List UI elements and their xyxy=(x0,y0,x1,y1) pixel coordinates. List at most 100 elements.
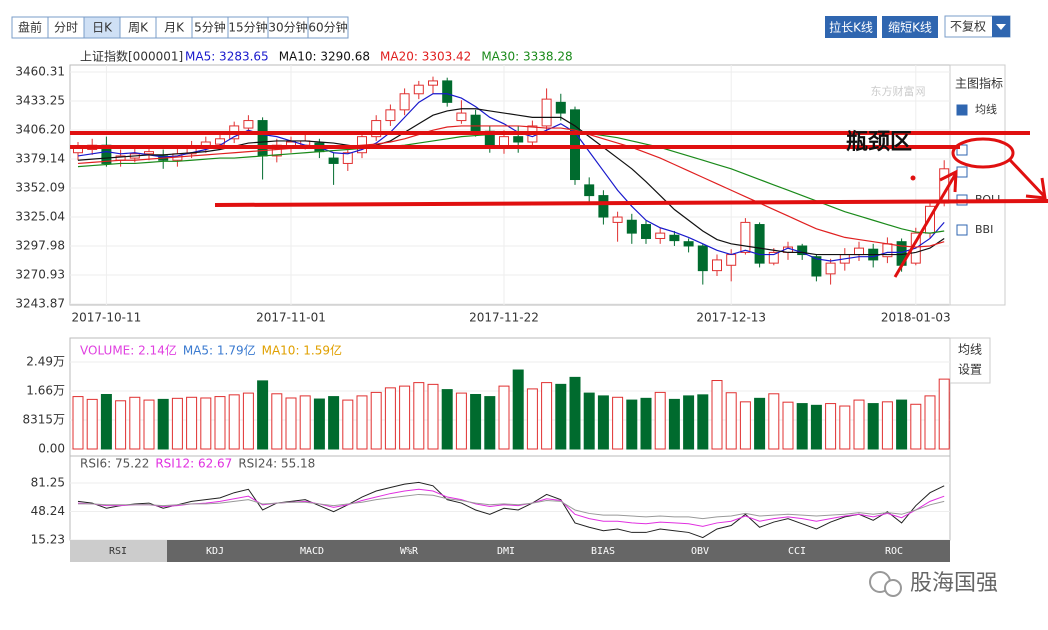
candle-body xyxy=(399,93,410,111)
candle-body xyxy=(342,152,353,164)
volume-bar xyxy=(171,397,183,450)
candle-body xyxy=(555,101,566,114)
volume-bar xyxy=(754,397,766,450)
legend-entry: MA30: 3338.28 xyxy=(481,50,572,64)
volume-side xyxy=(949,337,991,384)
tab-label[interactable]: 60分钟 xyxy=(308,20,347,35)
indicator-tab[interactable]: BIAS xyxy=(591,546,615,557)
volume-bar xyxy=(782,401,794,450)
volume-bar xyxy=(725,392,737,450)
volume-bar xyxy=(938,378,950,450)
candle-body xyxy=(456,112,467,122)
drawn-dot xyxy=(910,175,916,181)
tab-label[interactable]: 分时 xyxy=(54,21,78,35)
chart-title: 上证指数[000001] xyxy=(80,49,183,64)
legend-entry: MA10: 1.59亿 xyxy=(262,343,342,358)
volume-bar xyxy=(86,398,98,450)
y-tick-label: 15.23 xyxy=(31,533,65,547)
option-label[interactable]: BBI xyxy=(975,223,993,236)
tab[interactable] xyxy=(307,16,349,39)
checkbox[interactable] xyxy=(956,166,968,178)
volume-bar xyxy=(100,393,112,450)
dropdown-arrow xyxy=(996,24,1006,30)
option-label[interactable]: 均线 xyxy=(975,102,997,116)
y-tick-label: 3297.98 xyxy=(15,239,65,253)
tab-label[interactable]: 日K xyxy=(92,21,113,35)
tab-label[interactable]: 周K xyxy=(128,21,149,35)
candle-body xyxy=(641,224,651,239)
y-tick-label: 3270.93 xyxy=(15,267,65,281)
footer: 股海国强 xyxy=(910,571,998,596)
volume-bar xyxy=(242,392,254,450)
y-tick-label: 48.24 xyxy=(31,504,65,518)
legend-entry: MA5: 3283.65 xyxy=(185,50,269,64)
indicator-tab[interactable]: CCI xyxy=(788,546,806,557)
indicator-tab[interactable]: RSI xyxy=(109,546,127,557)
y-tick-label: 81.25 xyxy=(31,476,65,490)
volume-bar xyxy=(541,382,553,450)
drawn-line xyxy=(214,199,1048,207)
volume-bar xyxy=(399,385,411,450)
volume-bar xyxy=(853,399,865,450)
side-panel xyxy=(949,64,1006,306)
legend-entry: VOLUME: 2.14亿 xyxy=(80,343,177,358)
indicator-tab[interactable]: OBV xyxy=(691,546,709,557)
candle-body xyxy=(385,109,396,122)
legend-entry: MA10: 3290.68 xyxy=(279,50,370,64)
candle-body xyxy=(797,245,808,256)
x-tick-label: 2017-10-11 xyxy=(72,311,142,325)
indicator-tab[interactable]: DMI xyxy=(497,546,515,557)
volume-side-label[interactable]: 设置 xyxy=(958,363,982,377)
volume-side-label[interactable]: 均线 xyxy=(958,343,982,357)
candle-body xyxy=(768,251,779,264)
volume-bar xyxy=(299,395,311,450)
candle-body xyxy=(470,114,481,132)
candle-body xyxy=(726,254,737,266)
rsi-line xyxy=(77,488,945,527)
y-tick-label: 0.00 xyxy=(38,442,65,456)
button-label[interactable]: 缩短K线 xyxy=(888,20,932,35)
checkbox[interactable] xyxy=(956,144,968,156)
tab-label[interactable]: 30分钟 xyxy=(268,20,307,35)
checkbox[interactable] xyxy=(956,224,968,236)
tab-label[interactable]: 15分钟 xyxy=(228,20,267,35)
y-tick-label: 3379.14 xyxy=(15,152,65,166)
ma-line xyxy=(77,108,945,256)
x-tick-label: 2018-01-03 xyxy=(881,311,951,325)
y-tick-label: 3433.25 xyxy=(15,94,65,108)
tab-active[interactable] xyxy=(70,540,167,562)
tab-label[interactable]: 5分钟 xyxy=(194,20,226,35)
indicator-tab[interactable]: KDJ xyxy=(206,546,224,557)
button-label[interactable]: 拉长K线 xyxy=(829,20,873,35)
button[interactable] xyxy=(882,16,938,38)
volume-bar xyxy=(526,388,538,450)
volume-bar xyxy=(470,393,482,450)
tab-bar xyxy=(70,540,950,562)
candle-body xyxy=(854,247,864,256)
volume-bar xyxy=(796,403,808,450)
wechat-icon xyxy=(884,579,902,597)
candle-body xyxy=(215,138,225,145)
drawn-arrow xyxy=(1008,158,1047,200)
volume-bar xyxy=(441,389,453,450)
volume-bar xyxy=(583,392,595,450)
volume-bar xyxy=(612,396,624,450)
y-tick-label: 3243.87 xyxy=(15,297,65,311)
volume-bar xyxy=(683,395,695,450)
y-tick-label: 8315万 xyxy=(22,412,65,426)
tab-label[interactable]: 月K xyxy=(164,21,185,35)
indicator-tab[interactable]: ROC xyxy=(885,546,903,557)
indicator-tab[interactable]: MACD xyxy=(300,546,324,557)
dropdown-label[interactable]: 不复权 xyxy=(950,20,986,34)
volume-bar xyxy=(115,400,127,450)
candle-body xyxy=(697,245,708,272)
tab-label[interactable]: 盘前 xyxy=(18,20,42,35)
indicator-tab[interactable]: W%R xyxy=(400,546,419,557)
legend-entry: RSI6: 75.22 xyxy=(80,457,149,471)
button[interactable] xyxy=(825,16,877,38)
volume-bar xyxy=(597,395,609,450)
y-tick-label: 3406.20 xyxy=(15,123,65,137)
volume-bar xyxy=(626,399,638,450)
checkbox[interactable] xyxy=(956,104,968,116)
